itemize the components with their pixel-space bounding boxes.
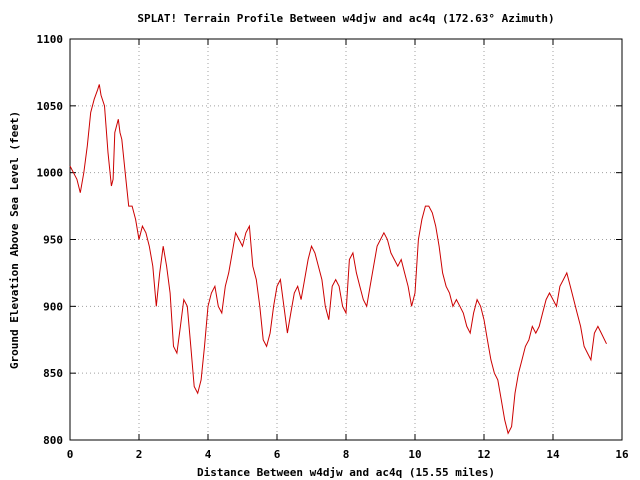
x-axis-label: Distance Between w4djw and ac4q (15.55 m… — [197, 466, 495, 479]
x-tick-label: 8 — [343, 448, 350, 461]
y-tick-label: 900 — [43, 300, 63, 313]
x-tick-label: 10 — [408, 448, 421, 461]
x-tick-label: 14 — [546, 448, 560, 461]
elevation-series-line — [69, 84, 607, 435]
grid-lines — [70, 39, 622, 440]
y-axis-label: Ground Elevation Above Sea Level (feet) — [8, 111, 21, 369]
chart-title: SPLAT! Terrain Profile Between w4djw and… — [137, 12, 554, 25]
x-tick-label: 4 — [205, 448, 212, 461]
x-tick-label: 6 — [274, 448, 281, 461]
y-tick-label: 950 — [43, 234, 63, 247]
y-tick-label: 850 — [43, 367, 63, 380]
x-tick-label: 12 — [477, 448, 490, 461]
y-axis-ticks: 800 850 900 950 1000 1050 1100 — [37, 33, 622, 447]
y-tick-label: 1100 — [37, 33, 64, 46]
x-axis-ticks: 0 2 4 6 8 10 12 14 16 — [67, 39, 629, 461]
y-tick-label: 800 — [43, 434, 63, 447]
x-tick-label: 0 — [67, 448, 74, 461]
x-tick-label: 2 — [136, 448, 143, 461]
y-tick-label: 1050 — [37, 100, 64, 113]
x-tick-label: 16 — [615, 448, 629, 461]
y-tick-label: 1000 — [37, 167, 64, 180]
